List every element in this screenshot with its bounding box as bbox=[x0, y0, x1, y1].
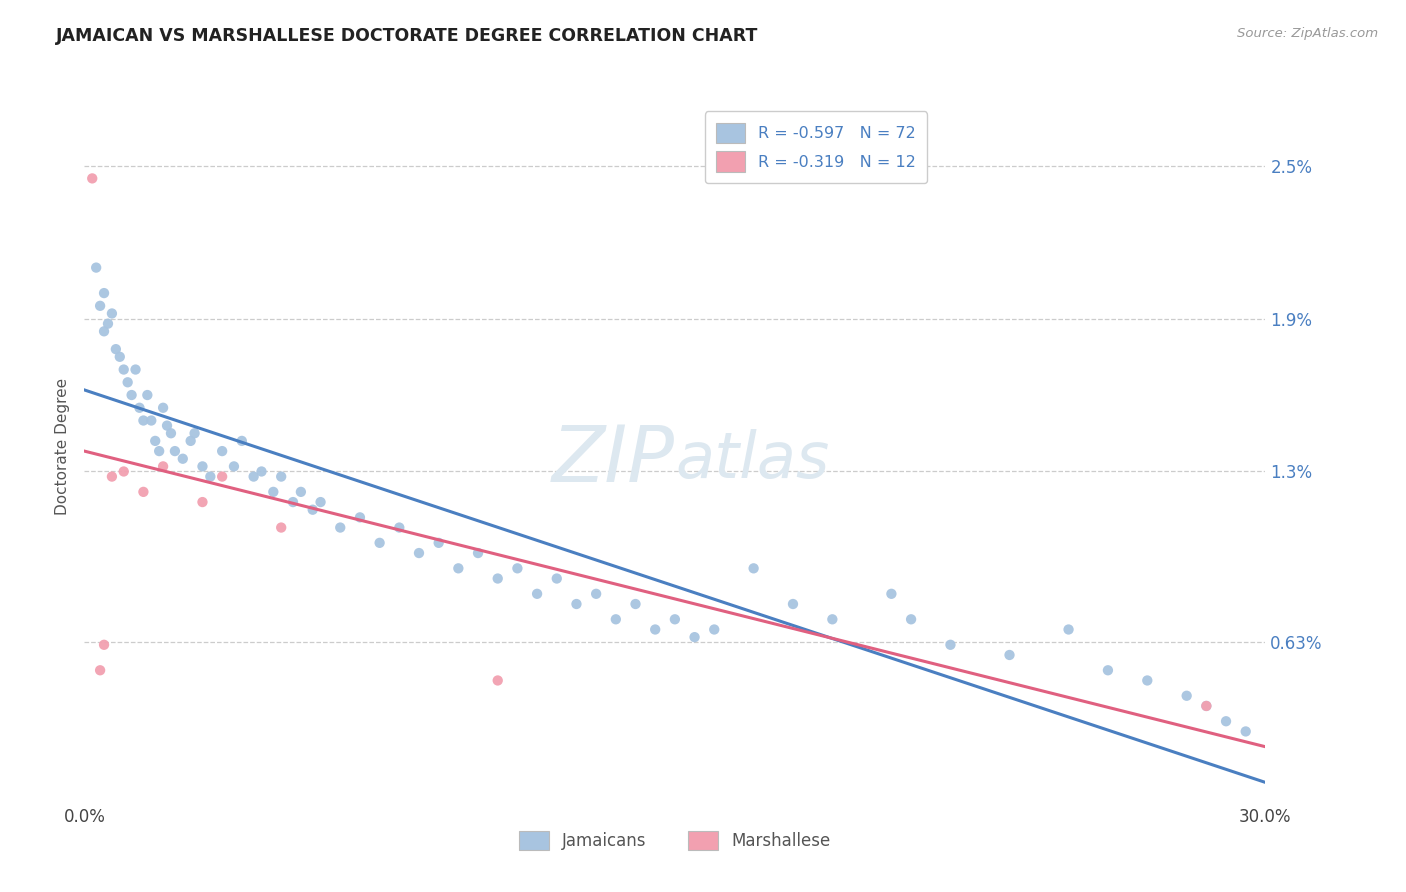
Point bbox=[104, 342, 127, 356]
Point bbox=[132, 484, 155, 499]
Point bbox=[447, 561, 470, 575]
Point bbox=[565, 597, 588, 611]
Point bbox=[742, 561, 765, 575]
Point bbox=[1097, 663, 1119, 677]
Point bbox=[605, 612, 627, 626]
Point bbox=[585, 587, 607, 601]
Point bbox=[112, 465, 135, 479]
Point bbox=[270, 520, 292, 534]
Point bbox=[93, 324, 115, 338]
Text: Source: ZipAtlas.com: Source: ZipAtlas.com bbox=[1237, 27, 1378, 40]
Point bbox=[290, 484, 312, 499]
Point bbox=[408, 546, 430, 560]
Point bbox=[301, 502, 323, 516]
Text: JAMAICAN VS MARSHALLESE DOCTORATE DEGREE CORRELATION CHART: JAMAICAN VS MARSHALLESE DOCTORATE DEGREE… bbox=[56, 27, 759, 45]
Point bbox=[526, 587, 548, 601]
Point bbox=[900, 612, 922, 626]
Point bbox=[467, 546, 489, 560]
Text: ZIP: ZIP bbox=[553, 422, 675, 499]
Point bbox=[108, 350, 131, 364]
Point bbox=[101, 306, 124, 320]
Point bbox=[172, 451, 194, 466]
Point bbox=[486, 673, 509, 688]
Point bbox=[93, 286, 115, 301]
Point bbox=[89, 663, 111, 677]
Point bbox=[222, 459, 245, 474]
Point bbox=[117, 376, 139, 390]
Legend: Jamaicans, Marshallese: Jamaicans, Marshallese bbox=[510, 822, 839, 859]
Point bbox=[281, 495, 304, 509]
Point bbox=[191, 495, 214, 509]
Point bbox=[200, 469, 222, 483]
Point bbox=[93, 638, 115, 652]
Point bbox=[250, 465, 273, 479]
Point bbox=[180, 434, 202, 448]
Point bbox=[242, 469, 264, 483]
Point bbox=[84, 260, 107, 275]
Point bbox=[1057, 623, 1080, 637]
Point bbox=[148, 444, 170, 458]
Point bbox=[624, 597, 647, 611]
Point bbox=[664, 612, 686, 626]
Point bbox=[486, 572, 509, 586]
Point bbox=[546, 572, 568, 586]
Y-axis label: Doctorate Degree: Doctorate Degree bbox=[55, 377, 70, 515]
Point bbox=[427, 536, 450, 550]
Point bbox=[124, 362, 146, 376]
Point bbox=[349, 510, 371, 524]
Point bbox=[262, 484, 284, 499]
Point bbox=[703, 623, 725, 637]
Point bbox=[141, 413, 163, 427]
Point bbox=[880, 587, 903, 601]
Point bbox=[821, 612, 844, 626]
Point bbox=[270, 469, 292, 483]
Point bbox=[368, 536, 391, 550]
Text: atlas: atlas bbox=[675, 429, 830, 491]
Point bbox=[112, 362, 135, 376]
Point bbox=[89, 299, 111, 313]
Point bbox=[1195, 698, 1218, 713]
Point bbox=[191, 459, 214, 474]
Point bbox=[82, 171, 104, 186]
Point bbox=[160, 426, 183, 441]
Point bbox=[97, 317, 120, 331]
Point bbox=[156, 418, 179, 433]
Point bbox=[1175, 689, 1198, 703]
Point bbox=[231, 434, 253, 448]
Point bbox=[121, 388, 143, 402]
Point bbox=[211, 444, 233, 458]
Point bbox=[1234, 724, 1257, 739]
Point bbox=[152, 459, 174, 474]
Point bbox=[782, 597, 804, 611]
Point bbox=[1215, 714, 1237, 729]
Point bbox=[939, 638, 962, 652]
Point bbox=[309, 495, 332, 509]
Point bbox=[163, 444, 186, 458]
Point bbox=[136, 388, 159, 402]
Point bbox=[329, 520, 352, 534]
Point bbox=[128, 401, 150, 415]
Point bbox=[143, 434, 166, 448]
Point bbox=[183, 426, 205, 441]
Point bbox=[132, 413, 155, 427]
Point bbox=[998, 648, 1021, 662]
Point bbox=[1136, 673, 1159, 688]
Point bbox=[211, 469, 233, 483]
Point bbox=[152, 401, 174, 415]
Point bbox=[388, 520, 411, 534]
Point bbox=[683, 630, 706, 644]
Point bbox=[101, 469, 124, 483]
Point bbox=[506, 561, 529, 575]
Point bbox=[644, 623, 666, 637]
Point bbox=[1195, 698, 1218, 713]
